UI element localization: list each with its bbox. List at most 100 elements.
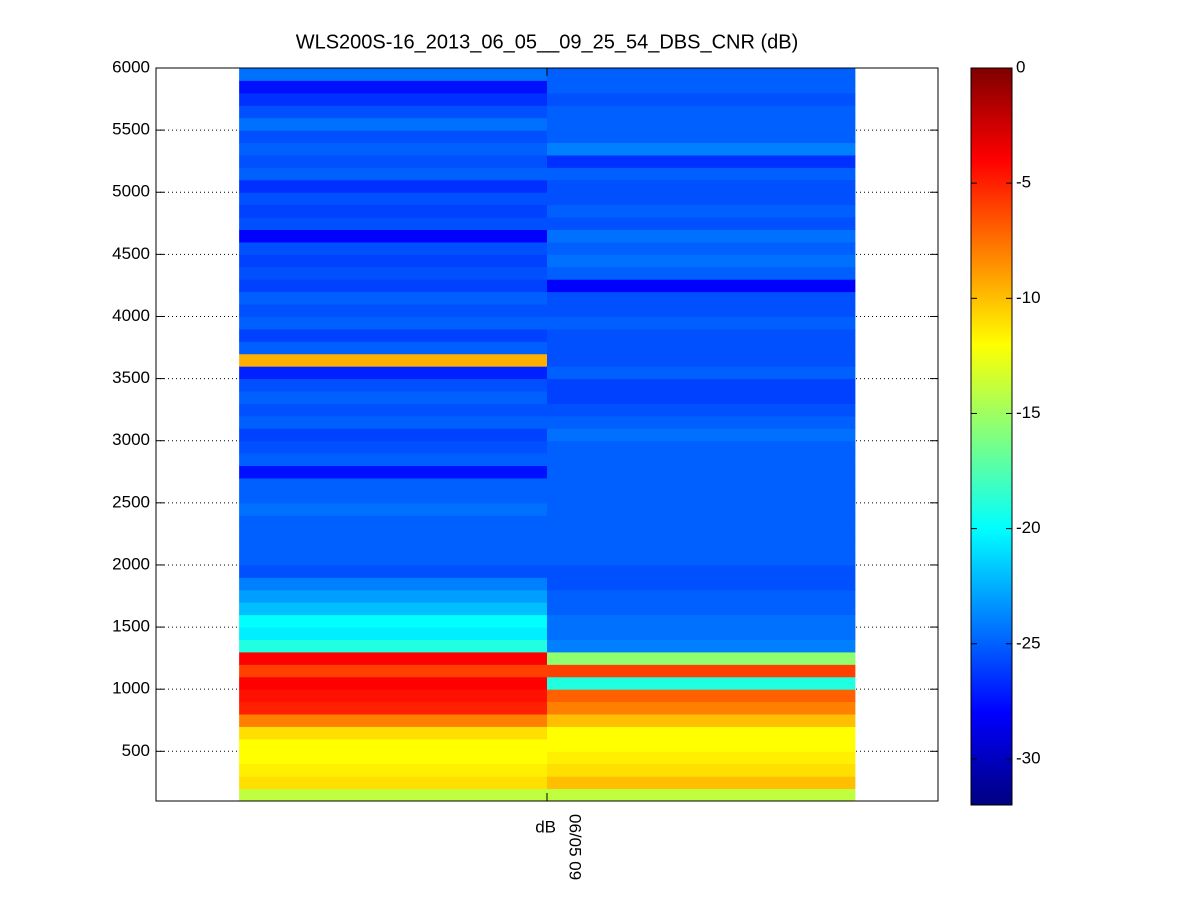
heat-cell	[547, 229, 856, 243]
heat-cell	[239, 589, 548, 603]
heat-cell	[239, 154, 548, 168]
heat-cell	[239, 403, 548, 417]
heat-cell	[547, 676, 856, 690]
heat-cell	[239, 167, 548, 181]
heat-cell	[239, 229, 548, 243]
heat-cell	[547, 776, 856, 790]
chart-title: WLS200S-16_2013_06_05__09_25_54_DBS_CNR …	[296, 31, 799, 53]
heat-cell	[547, 378, 856, 392]
heat-cell	[547, 664, 856, 678]
heat-cell	[239, 117, 548, 131]
heat-cell	[547, 403, 856, 417]
heat-cell	[547, 304, 856, 317]
heat-cell	[547, 689, 856, 703]
heat-cell	[239, 366, 548, 380]
colorbar-tick-label: 0	[1016, 57, 1025, 76]
heat-cell	[547, 428, 856, 442]
y-tick-label: 5000	[112, 182, 150, 201]
heat-cell	[239, 776, 548, 790]
heat-cell	[239, 291, 548, 305]
heat-cell	[239, 527, 548, 541]
heat-cell	[547, 453, 856, 467]
heat-cell	[547, 241, 856, 255]
heat-cell	[239, 651, 548, 665]
heat-cell	[239, 254, 548, 268]
y-tick-label: 500	[122, 741, 150, 760]
heat-cell	[547, 540, 856, 554]
heat-cell	[239, 552, 548, 566]
heat-cell	[239, 341, 548, 355]
heat-cell	[239, 130, 548, 144]
heat-cell	[547, 701, 856, 715]
heat-cell	[239, 415, 548, 429]
heat-cell	[547, 651, 856, 665]
heat-cell	[239, 428, 548, 442]
heat-cell	[547, 80, 856, 94]
heat-cell	[547, 527, 856, 541]
heat-cell	[239, 241, 548, 255]
heat-cell	[239, 788, 548, 802]
heat-cell	[239, 639, 548, 653]
heat-cell	[547, 117, 856, 131]
heat-cell	[547, 341, 856, 355]
heat-cell	[239, 316, 548, 330]
heat-cell	[239, 502, 548, 516]
heat-cell	[547, 316, 856, 330]
colorbar-tick-label: -20	[1016, 518, 1041, 537]
heat-cell	[547, 353, 856, 367]
colorbar-tick-label: -15	[1016, 403, 1041, 422]
heat-cell	[547, 602, 856, 616]
heat-cell	[239, 751, 548, 765]
heat-cell	[547, 639, 856, 653]
heat-cell	[547, 552, 856, 566]
y-tick-label: 1500	[112, 617, 150, 636]
heat-cell	[239, 577, 548, 591]
y-tick-label: 3500	[112, 368, 150, 387]
heat-cell	[547, 465, 856, 479]
heat-cell	[239, 726, 548, 740]
heat-cell	[547, 266, 856, 280]
heat-cell	[239, 540, 548, 554]
heat-cell	[547, 490, 856, 504]
heat-cell	[547, 291, 856, 305]
heat-cell	[547, 92, 856, 106]
x-axis-label: 06/05 09	[566, 814, 585, 880]
heat-cell	[547, 577, 856, 591]
heat-cell	[239, 763, 548, 777]
heat-cell	[239, 68, 548, 81]
heat-cell	[239, 602, 548, 616]
heat-cell	[239, 664, 548, 678]
colorbar-tick-label: -5	[1016, 173, 1031, 192]
heat-cell	[239, 353, 548, 367]
heat-cell	[547, 328, 856, 342]
heat-cell	[547, 192, 856, 206]
heat-cell	[239, 689, 548, 703]
heat-cell	[239, 676, 548, 690]
heat-cell	[547, 477, 856, 491]
y-tick-label: 6000	[112, 57, 150, 76]
heat-cell	[547, 142, 856, 156]
x-tick-label: dB	[535, 817, 556, 836]
heat-cell	[239, 192, 548, 206]
y-tick-label: 4500	[112, 244, 150, 263]
heat-cell	[547, 167, 856, 181]
colorbar-tick-label: -10	[1016, 288, 1041, 307]
heat-cell	[239, 328, 548, 342]
heat-cell	[239, 204, 548, 218]
heat-cell	[547, 130, 856, 144]
heat-cell	[239, 614, 548, 628]
heat-cell	[547, 515, 856, 529]
heat-cell	[239, 391, 548, 404]
colorbar-tick-label: -25	[1016, 633, 1041, 652]
heat-cell	[239, 515, 548, 529]
y-tick-label: 2000	[112, 554, 150, 573]
colorbar	[970, 67, 1013, 806]
heat-cell	[547, 502, 856, 516]
heat-cell	[547, 726, 856, 740]
heat-cell	[239, 92, 548, 106]
heat-cell	[547, 179, 856, 193]
heat-cell	[547, 154, 856, 168]
heat-cell	[547, 564, 856, 578]
heat-cell	[547, 279, 856, 293]
